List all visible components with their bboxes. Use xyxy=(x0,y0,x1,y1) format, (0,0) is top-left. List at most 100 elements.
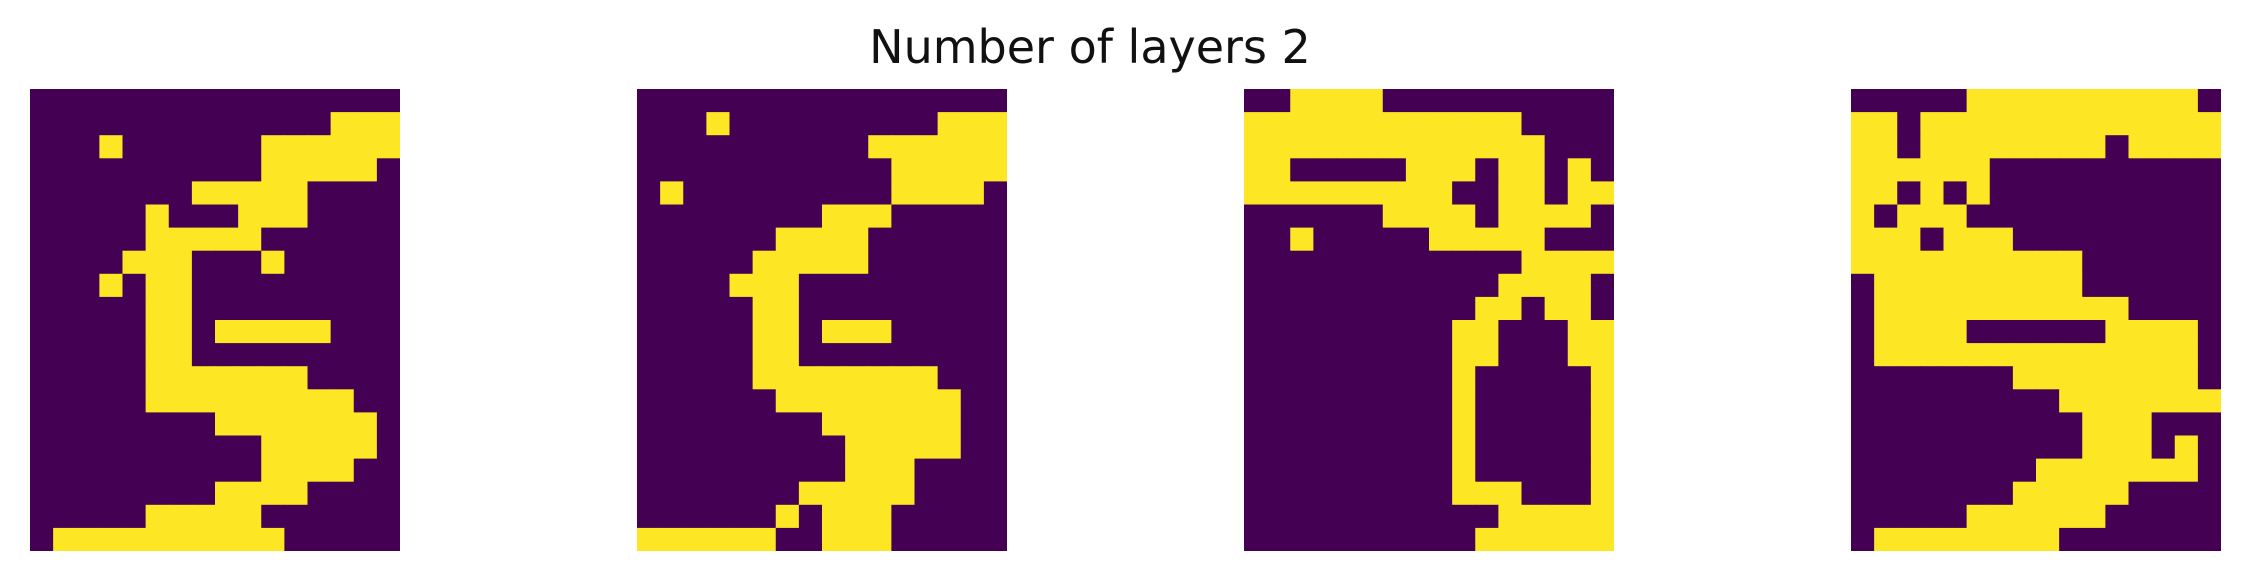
heatmap-cell xyxy=(1590,320,1614,344)
heatmap-cell xyxy=(822,89,846,113)
heatmap-cell xyxy=(2197,527,2221,551)
heatmap-cell xyxy=(261,435,285,460)
heatmap-cell xyxy=(914,343,939,367)
heatmap-cell xyxy=(2059,273,2083,298)
heatmap-cell xyxy=(822,135,846,159)
heatmap-cell xyxy=(1943,458,1968,483)
heatmap-cell xyxy=(2197,366,2221,390)
heatmap-cell xyxy=(845,389,869,413)
heatmap-cell xyxy=(775,181,800,206)
heatmap-cell xyxy=(2012,204,2037,229)
heatmap-cell xyxy=(2174,181,2199,206)
heatmap-cell xyxy=(2036,227,2060,252)
heatmap-cell xyxy=(1290,527,1314,551)
heatmap-cell xyxy=(1313,273,1338,298)
heatmap-cell xyxy=(1382,343,1407,367)
heatmap-cell xyxy=(960,504,985,529)
heatmap-cell xyxy=(891,204,916,229)
heatmap-cell xyxy=(2036,89,2060,113)
heatmap-cell xyxy=(1989,227,2014,252)
heatmap-cell xyxy=(983,204,1007,229)
heatmap-cell xyxy=(1851,320,1875,344)
heatmap-cell xyxy=(238,296,262,321)
heatmap-cell xyxy=(2128,273,2153,298)
heatmap-cell xyxy=(1359,89,1384,113)
heatmap-cell xyxy=(2059,527,2083,551)
heatmap-cell xyxy=(2105,481,2130,506)
heatmap-cell xyxy=(2151,204,2176,229)
heatmap-cell xyxy=(1290,227,1314,252)
heatmap-cell xyxy=(2197,412,2221,437)
heatmap-cell xyxy=(891,158,916,182)
heatmap-cell xyxy=(330,158,355,182)
heatmap-cell xyxy=(1989,135,2014,159)
heatmap-cell xyxy=(191,158,216,182)
heatmap-cell xyxy=(1475,158,1499,182)
heatmap-cell xyxy=(53,227,77,252)
heatmap-cell xyxy=(215,135,239,159)
heatmap-cell xyxy=(1336,158,1361,182)
heatmap-cell xyxy=(1590,389,1614,413)
heatmap-cell xyxy=(2012,296,2037,321)
heatmap-cell xyxy=(238,181,262,206)
heatmap-cell xyxy=(330,389,355,413)
heatmap-cell xyxy=(376,320,400,344)
heatmap-cell xyxy=(168,320,193,344)
heatmap-cell xyxy=(2105,412,2130,437)
heatmap-cell xyxy=(752,481,777,506)
heatmap-cell xyxy=(891,366,916,390)
heatmap-cell xyxy=(752,389,777,413)
heatmap-cell xyxy=(1874,504,1898,529)
heatmap-cell xyxy=(1874,158,1898,182)
heatmap-cell xyxy=(660,250,684,275)
heatmap-cell xyxy=(376,458,400,483)
heatmap-cell xyxy=(307,481,332,506)
heatmap-cell xyxy=(168,481,193,506)
heatmap-cell xyxy=(1966,204,1991,229)
heatmap-cell xyxy=(1897,435,1921,460)
heatmap-cell xyxy=(284,112,309,136)
heatmap-cell xyxy=(1429,135,1453,159)
heatmap-cell xyxy=(822,112,846,136)
heatmap-cell xyxy=(960,250,985,275)
heatmap-cell xyxy=(1590,296,1614,321)
heatmap-cell xyxy=(1544,158,1569,182)
heatmap-cell xyxy=(376,89,400,113)
heatmap-cell xyxy=(960,343,985,367)
heatmap-cell xyxy=(983,412,1007,437)
heatmap-cell xyxy=(1966,273,1991,298)
heatmap-cell xyxy=(660,343,684,367)
heatmap-cell xyxy=(2105,527,2130,551)
heatmap-cell xyxy=(1336,527,1361,551)
heatmap-cell xyxy=(53,296,77,321)
heatmap-cell xyxy=(983,343,1007,367)
heatmap-cell xyxy=(960,481,985,506)
heatmap-cell xyxy=(238,481,262,506)
heatmap-cell xyxy=(937,481,962,506)
heatmap-cell xyxy=(1920,112,1945,136)
heatmap-cell xyxy=(191,181,216,206)
heatmap-cell xyxy=(1897,89,1921,113)
heatmap-cell xyxy=(868,89,892,113)
heatmap-cell xyxy=(1567,296,1592,321)
heatmap-cell xyxy=(937,366,962,390)
heatmap-cell xyxy=(1267,458,1291,483)
heatmap-cell xyxy=(1244,296,1268,321)
heatmap-cell xyxy=(1544,435,1569,460)
heatmap-cell xyxy=(2082,504,2106,529)
heatmap-cell xyxy=(845,135,869,159)
heatmap-cell xyxy=(1313,320,1338,344)
heatmap-cell xyxy=(937,204,962,229)
heatmap-cell xyxy=(53,89,77,113)
heatmap-cell xyxy=(1244,435,1268,460)
heatmap-cell xyxy=(706,89,731,113)
heatmap-cell xyxy=(2012,481,2037,506)
heatmap-cell xyxy=(76,296,100,321)
heatmap-cell xyxy=(1567,504,1592,529)
heatmap-cell xyxy=(637,89,661,113)
heatmap-cell xyxy=(868,273,892,298)
heatmap-cell xyxy=(1521,204,1546,229)
heatmap-cell xyxy=(729,296,754,321)
heatmap-cell xyxy=(2197,158,2221,182)
heatmap-cell xyxy=(775,89,800,113)
